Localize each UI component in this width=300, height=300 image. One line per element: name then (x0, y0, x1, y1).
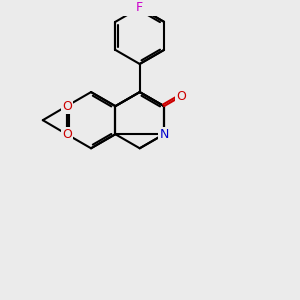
Text: O: O (62, 128, 72, 141)
Text: O: O (176, 90, 186, 103)
Text: N: N (159, 128, 169, 141)
Text: F: F (136, 1, 143, 14)
Text: O: O (62, 100, 72, 112)
